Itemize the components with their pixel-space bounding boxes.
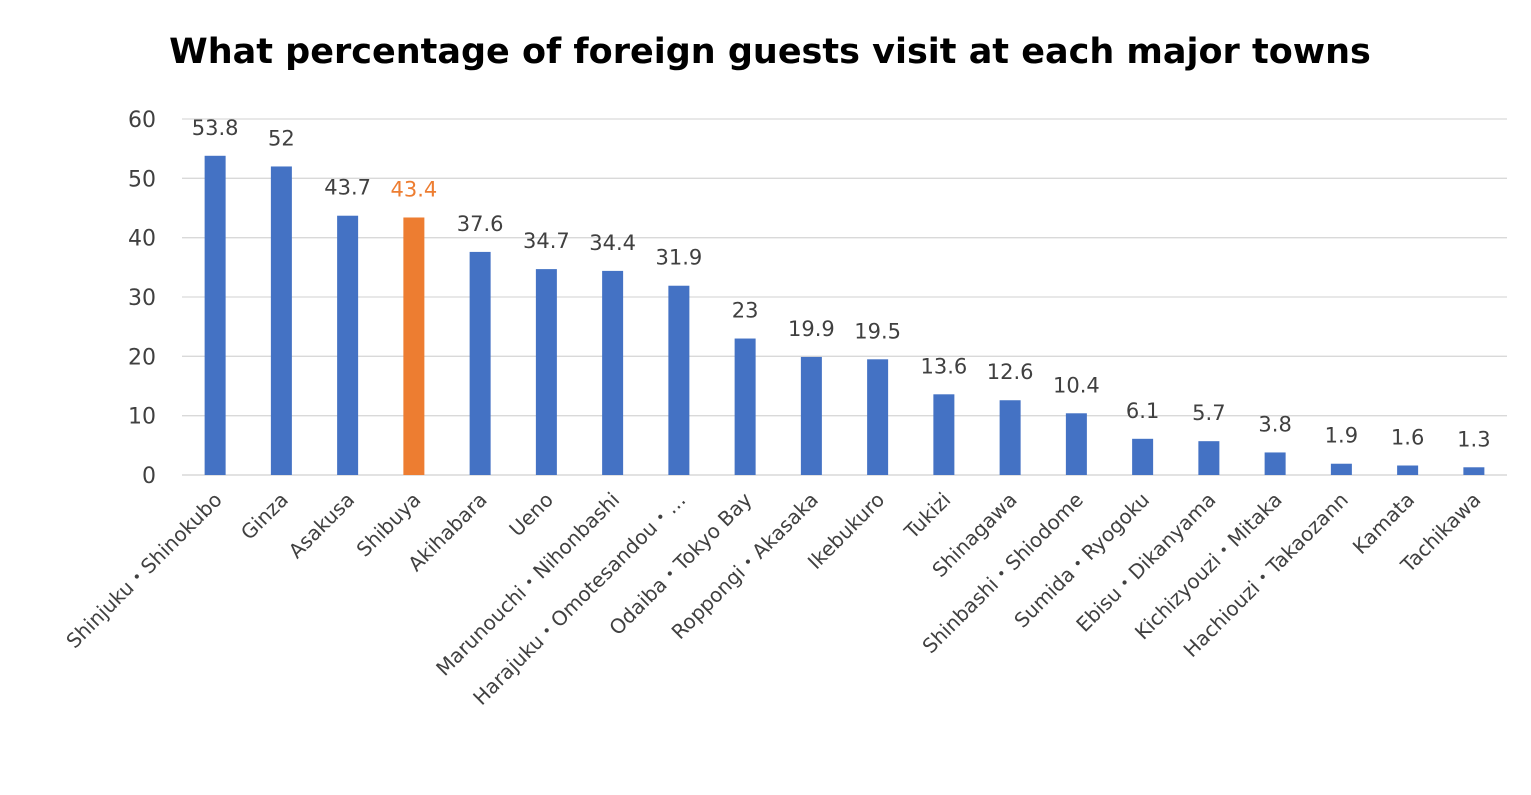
data-label: 52 xyxy=(268,126,295,150)
bar xyxy=(1132,438,1154,475)
bar xyxy=(469,251,491,475)
y-tick-label: 60 xyxy=(128,108,156,133)
y-axis-tick-labels: 0 10 20 30 40 50 60 xyxy=(128,108,156,489)
category-label: Tukizi xyxy=(899,488,956,545)
data-label: 6.1 xyxy=(1126,399,1159,423)
category-label: Ginza xyxy=(236,488,293,545)
data-label: 12.6 xyxy=(987,360,1034,384)
data-label: 43.7 xyxy=(324,176,371,200)
data-label: 23 xyxy=(732,299,759,323)
data-label: 10.4 xyxy=(1053,373,1100,397)
bar xyxy=(933,394,955,475)
data-label: 43.4 xyxy=(390,177,437,201)
category-label: Shinjuku・Shinokubo xyxy=(61,488,226,653)
bar xyxy=(403,217,425,475)
data-label: 13.6 xyxy=(920,354,967,378)
bar xyxy=(800,356,822,475)
gridlines xyxy=(182,118,1507,476)
data-label: 3.8 xyxy=(1258,412,1291,436)
data-label: 5.7 xyxy=(1192,401,1225,425)
chart-title: What percentage of foreign guests visit … xyxy=(169,32,1371,72)
y-tick-label: 50 xyxy=(128,167,156,192)
data-label: 1.9 xyxy=(1325,424,1358,448)
category-label: Asakusa xyxy=(284,488,359,563)
bar xyxy=(270,166,292,475)
data-label: 19.9 xyxy=(788,317,835,341)
data-label: 53.8 xyxy=(192,116,239,140)
data-label: 1.6 xyxy=(1391,426,1424,450)
data-label: 31.9 xyxy=(655,246,702,270)
bar xyxy=(867,359,889,475)
bar xyxy=(1065,413,1087,475)
bar xyxy=(1330,463,1352,475)
bar xyxy=(999,400,1021,475)
data-label: 19.5 xyxy=(854,319,901,343)
bar xyxy=(1463,467,1485,475)
data-labels: 53.8 52 43.7 43.4 37.6 34.7 34.4 31.9 23 19.9 19.5… xyxy=(192,116,1491,451)
bar xyxy=(337,215,359,476)
bar xyxy=(1198,441,1220,475)
data-label: 34.7 xyxy=(523,229,570,253)
y-tick-label: 10 xyxy=(128,405,156,430)
bar xyxy=(204,155,226,475)
bar xyxy=(535,269,557,475)
y-tick-label: 30 xyxy=(128,286,156,311)
bar xyxy=(602,270,624,475)
y-tick-label: 20 xyxy=(128,345,156,370)
y-tick-label: 40 xyxy=(128,227,156,252)
x-axis-category-labels: Shinjuku・Shinokubo GinzaAsakusaShibuyaAki… xyxy=(61,487,1485,709)
data-label: 37.6 xyxy=(457,212,504,236)
bars xyxy=(204,155,1485,476)
bar xyxy=(734,338,756,475)
bar xyxy=(1264,452,1286,475)
bar xyxy=(1397,465,1419,475)
y-tick-label: 0 xyxy=(142,464,156,489)
data-label: 34.4 xyxy=(589,231,636,255)
bar xyxy=(668,285,690,475)
category-label: Ueno xyxy=(504,488,558,542)
data-label: 1.3 xyxy=(1457,427,1490,451)
